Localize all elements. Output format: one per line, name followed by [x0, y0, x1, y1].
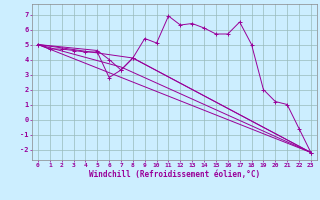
X-axis label: Windchill (Refroidissement éolien,°C): Windchill (Refroidissement éolien,°C) [89, 170, 260, 179]
